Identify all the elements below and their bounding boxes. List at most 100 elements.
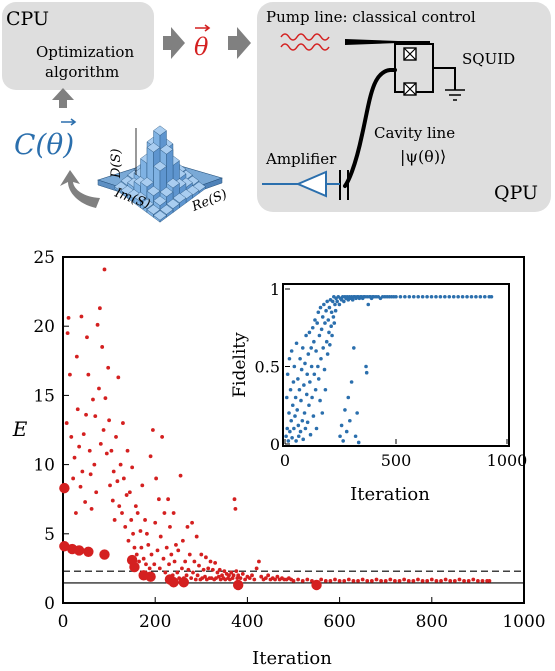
fidelity-sample-point	[325, 299, 329, 304]
energy-sample-point	[154, 476, 159, 481]
energy-sample-point	[360, 577, 365, 582]
fidelity-sample-point	[398, 294, 403, 299]
energy-sample-point	[204, 555, 208, 560]
fidelity-sample-point	[348, 418, 352, 423]
amplifier-icon	[295, 170, 327, 198]
fidelity-sample-point	[425, 294, 429, 299]
energy-sample-point	[109, 448, 114, 453]
energy-sample-point	[146, 542, 151, 547]
fidelity-sample-point	[301, 437, 306, 442]
cavity-line	[343, 68, 397, 188]
energy-sample-point	[201, 567, 206, 572]
energy-sample-point	[89, 506, 94, 511]
fidelity-sample-point	[299, 367, 304, 372]
energy-samples	[64, 267, 492, 583]
fidelity-sample-point	[338, 434, 342, 439]
energy-sample-point	[174, 542, 178, 547]
histogram-bar-top	[153, 195, 167, 206]
histogram-3d: D(S) Im(S) Re(S)	[97, 125, 229, 223]
energy-sample-point	[238, 576, 243, 580]
squid-label: SQUID	[462, 50, 515, 68]
energy-sample-point	[234, 569, 239, 574]
energy-sample-point	[86, 372, 91, 377]
energy-y-tick-label: 20	[33, 317, 55, 337]
energy-sample-point	[189, 576, 194, 580]
energy-sample-point	[296, 577, 301, 582]
fidelity-sample-point	[326, 318, 331, 322]
energy-sample-point	[208, 559, 213, 564]
energy-sample-point	[92, 462, 97, 467]
fidelity-sample-point	[289, 349, 294, 353]
energy-sample-point	[168, 524, 172, 529]
energy-sample-point	[127, 490, 132, 495]
fidelity-sample-point	[313, 318, 317, 322]
energy-sample-point	[121, 421, 125, 425]
histogram-bar-top	[146, 204, 161, 215]
fidelity-y-tick-label: 0	[270, 435, 280, 454]
energy-sample-point	[215, 570, 220, 575]
energy-sample-point	[374, 577, 379, 582]
energy-sample-point	[112, 518, 117, 522]
energy-sample-point	[150, 428, 155, 432]
energy-sample-point	[71, 476, 76, 481]
energy-sample-point	[75, 407, 80, 412]
junction-top-cross	[403, 47, 417, 61]
energy-sample-point	[167, 562, 171, 567]
energy-sample-point	[171, 511, 176, 515]
fidelity-x-tick-label: 1000	[487, 451, 528, 470]
fidelity-sample-point	[315, 321, 319, 325]
energy-sample-point	[300, 578, 305, 583]
energy-sample-point	[80, 469, 85, 474]
energy-sample-point	[323, 578, 328, 583]
energy-sample-point	[134, 552, 139, 557]
fidelity-sample-point	[314, 349, 318, 353]
fidelity-sample-point	[305, 372, 310, 377]
energy-sample-point	[120, 511, 124, 515]
energy-sample-point	[185, 524, 190, 529]
fidelity-sample-point	[285, 372, 290, 377]
energy-sample-point	[161, 556, 166, 561]
fidelity-sample-point	[287, 356, 292, 361]
fidelity-sample-point	[356, 440, 361, 445]
energy-sample-point	[149, 552, 154, 557]
energy-sample-point	[104, 451, 109, 456]
energy-sample-point	[144, 562, 148, 567]
arrow-hist-to-cost	[60, 170, 100, 208]
energy-x-tick-label: 1000	[502, 612, 545, 632]
energy-sample-point	[172, 559, 177, 564]
cpu-panel	[2, 2, 154, 90]
energy-sample-point	[266, 573, 271, 578]
energy-sample-point	[184, 573, 189, 578]
energy-sample-point	[157, 566, 162, 571]
energy-best-point	[59, 482, 70, 494]
energy-sample-point	[93, 414, 98, 419]
energy-sample-point	[388, 577, 393, 582]
fidelity-sample-point	[289, 418, 294, 423]
energy-sample-point	[183, 559, 188, 564]
energy-best-point	[145, 571, 156, 582]
energy-best-point	[232, 579, 244, 591]
junction-bottom-cross	[403, 82, 417, 96]
fidelity-sample-point	[306, 352, 311, 356]
energy-sample-point	[117, 504, 122, 509]
histogram-bar-top	[172, 192, 187, 204]
energy-sample-point	[393, 578, 397, 583]
energy-sample-point	[102, 267, 107, 272]
energy-sample-point	[452, 578, 457, 583]
energy-sample-point	[254, 566, 259, 571]
fidelity-sample-point	[284, 434, 288, 439]
energy-sample-point	[439, 578, 443, 583]
energy-sample-point	[78, 484, 83, 489]
fidelity-sample-point	[300, 418, 305, 423]
energy-sample-point	[369, 578, 374, 583]
energy-sample-point	[448, 578, 453, 583]
histogram-bar-top	[159, 144, 174, 155]
fidelity-sample-point	[322, 367, 327, 372]
fidelity-sample-point	[364, 370, 369, 375]
fidelity-sample-point	[353, 434, 358, 439]
energy-sample-point	[263, 576, 268, 580]
fidelity-sample-point	[322, 302, 326, 307]
pump-line-label: Pump line: classical control	[266, 8, 476, 26]
fidelity-sample-point	[469, 294, 474, 299]
